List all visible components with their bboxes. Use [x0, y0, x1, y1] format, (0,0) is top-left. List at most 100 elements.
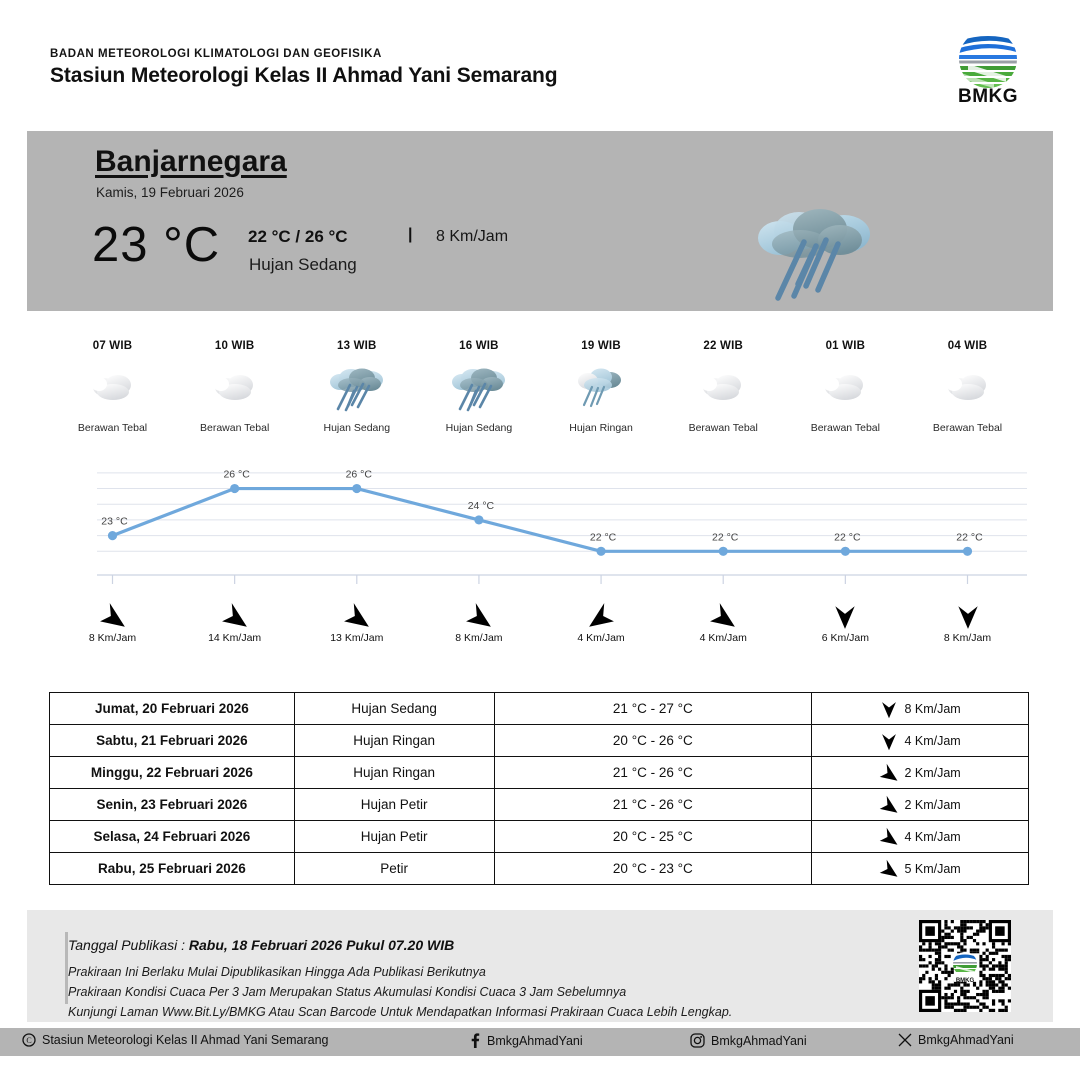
hourly-time-label: 07 WIB [92, 340, 133, 352]
wind-cell-content: 4 Km/Jam [818, 827, 1022, 847]
current-date: Kamis, 19 Februari 2026 [96, 185, 244, 200]
publication-notes: Prakiraan Ini Berlaku Mulai Dipublikasik… [68, 962, 732, 1022]
daily-wind-speed-label: 2 Km/Jam [904, 797, 961, 812]
bmkg-logo: BMKG [942, 28, 1034, 107]
wind-arrow-container [661, 596, 786, 630]
chart-point-label: 22 °C [590, 531, 617, 543]
wind-arrow-container [416, 596, 541, 630]
daily-condition-cell: Hujan Petir [293, 820, 495, 853]
hourly-weather-icon [539, 363, 664, 415]
hourly-time-label: 10 WIB [214, 340, 255, 352]
hourly-weather-icon [661, 363, 786, 415]
hourly-condition-label: Hujan Ringan [569, 422, 633, 434]
wind-arrow-container [50, 596, 175, 630]
min-max-temperature: 22 °C / 26 °C [248, 227, 348, 246]
light-rain-icon [578, 368, 622, 408]
moderate-rain-icon [758, 209, 870, 301]
hourly-condition-label: Berawan Tebal [77, 422, 148, 434]
hourly-time-label: 16 WIB [459, 340, 499, 352]
daily-condition-cell: Hujan Petir [293, 788, 495, 821]
daily-temperature-cell: 20 °C - 26 °C [493, 724, 813, 757]
table-row: Jumat, 20 Februari 2026 Hujan Sedang 21 °C… [49, 692, 1029, 725]
daily-wind-cell: 8 Km/Jam [811, 692, 1029, 725]
daily-temperature-cell: 21 °C - 26 °C [493, 756, 813, 789]
hourly-weather-icon [416, 363, 541, 415]
current-wind-speed: 8 Km/Jam [436, 228, 509, 245]
wind-arrow-container [294, 596, 419, 630]
hourly-condition-label: Berawan Tebal [810, 422, 880, 434]
daily-wind-speed-label: 2 Km/Jam [904, 765, 961, 780]
wind-direction-arrow-up-right [221, 603, 247, 627]
daily-wind-cell: 4 Km/Jam [811, 820, 1029, 853]
daily-temperature-cell: 21 °C - 27 °C [493, 692, 813, 725]
wind-direction-arrow-down [882, 733, 897, 750]
wind-cell-content: 8 Km/Jam [818, 699, 1022, 719]
hourly-wind-item: 8 Km/Jam [416, 596, 541, 644]
wind-cell-content: 4 Km/Jam [818, 731, 1022, 751]
hourly-wind-item: 8 Km/Jam [905, 596, 1030, 644]
wind-cell-content: 2 Km/Jam [818, 763, 1022, 783]
daily-date-cell: Senin, 23 Februari 2026 [49, 788, 295, 821]
hourly-condition-label: Hujan Sedang [445, 422, 513, 434]
x-item[interactable]: BmkgAhmadYani [898, 1033, 1014, 1047]
overcast-cloud-icon [701, 375, 742, 400]
publication-label: Tanggal Publikasi : [68, 937, 189, 953]
wind-arrow-container [539, 596, 664, 630]
chart-point-label: 22 °C [956, 531, 983, 543]
daily-wind-speed-label: 5 Km/Jam [904, 861, 961, 876]
wind-direction-arrow-down [835, 606, 856, 629]
facebook-item[interactable]: BmkgAhmadYani [468, 1033, 583, 1048]
table-row: Rabu, 25 Februari 2026 Petir 20 °C - 23 °C… [49, 852, 1029, 885]
daily-temperature-cell: 20 °C - 25 °C [493, 820, 813, 853]
instagram-item[interactable]: BmkgAhmadYani [690, 1033, 807, 1048]
wind-cell-content: 5 Km/Jam [818, 859, 1022, 879]
hourly-condition-label: Berawan Tebal [688, 422, 758, 434]
daily-date-cell: Sabtu, 21 Februari 2026 [49, 724, 295, 757]
wind-direction-arrow-up-right [880, 827, 898, 845]
current-weather-card: Banjarnegara Kamis, 19 Februari 2026 23 … [27, 131, 1053, 311]
hourly-time-label: 01 WIB [825, 340, 866, 352]
copyright-icon: C [22, 1033, 36, 1047]
hourly-time-label: 13 WIB [337, 340, 377, 352]
social-footer-bar: C Stasiun Meteorologi Kelas II Ahmad Yan… [0, 1028, 1080, 1056]
hourly-wind-speed-label: 8 Km/Jam [943, 632, 992, 644]
facebook-handle: BmkgAhmadYani [487, 1033, 583, 1048]
hourly-forecast-item: 16 WIB Hujan Sedang [416, 340, 541, 434]
hourly-wind-speed-label: 13 Km/Jam [330, 632, 384, 644]
overcast-cloud-icon [212, 375, 253, 400]
hourly-wind-item: 6 Km/Jam [783, 596, 908, 644]
instagram-icon [690, 1033, 705, 1048]
chart-point-label: 22 °C [712, 531, 739, 543]
chart-point-label: 24 °C [468, 500, 495, 512]
current-temperature: 23 °C [92, 218, 221, 272]
hourly-forecast-item: 13 WIB Hujan Sedang [294, 340, 419, 434]
temperature-line-chart: 23 °C 26 °C 26 °C 24 °C 22 °C 22 °C 22 °C 22 °C [97, 469, 1027, 584]
wind-direction-arrow-up-right [880, 763, 898, 781]
wind-arrow-container [172, 596, 297, 630]
hourly-time-label: 22 WIB [703, 340, 743, 352]
daily-date-cell: Jumat, 20 Februari 2026 [49, 692, 295, 725]
table-row: Sabtu, 21 Februari 2026 Hujan Ringan 20 °C… [49, 724, 1029, 757]
publication-note-1: Prakiraan Ini Berlaku Mulai Dipublikasik… [68, 965, 486, 979]
hourly-wind-item: 13 Km/Jam [294, 596, 419, 644]
hourly-forecast-item: 22 WIB Berawan Tebal [661, 340, 786, 434]
daily-wind-cell: 5 Km/Jam [811, 852, 1029, 885]
hourly-condition-label: Berawan Tebal [200, 422, 270, 434]
page-header: BADAN METEOROLOGI KLIMATOLOGI DAN GEOFIS… [0, 0, 1080, 120]
daily-wind-cell: 4 Km/Jam [811, 724, 1029, 757]
hourly-forecast-row: 07 WIB Berawan Tebal 10 WIB Berawan Tebal 13… [27, 340, 1053, 450]
table-row: Minggu, 22 Februari 2026 Hujan Ringan 21 °… [49, 756, 1029, 789]
publication-note-2: Prakiraan Kondisi Cuaca Per 3 Jam Merupa… [68, 985, 627, 999]
wind-direction-arrow-up-right [880, 859, 898, 877]
wind-direction-arrow-down [882, 701, 897, 718]
qr-code-icon[interactable]: BMKG [919, 920, 1011, 1012]
daily-temperature-cell: 20 °C - 23 °C [493, 852, 813, 885]
wind-direction-arrow-up-right [99, 603, 125, 627]
hourly-forecast-item: 10 WIB Berawan Tebal [172, 340, 297, 434]
wind-direction-arrow-up-right [710, 603, 736, 627]
publication-note-3: Kunjungi Laman Www.Bit.Ly/BMKG Atau Scan… [68, 1005, 733, 1019]
hourly-wind-item: 4 Km/Jam [539, 596, 664, 644]
wind-direction-arrow-up-right [880, 795, 898, 813]
hourly-wind-speed-label: 8 Km/Jam [88, 632, 137, 644]
